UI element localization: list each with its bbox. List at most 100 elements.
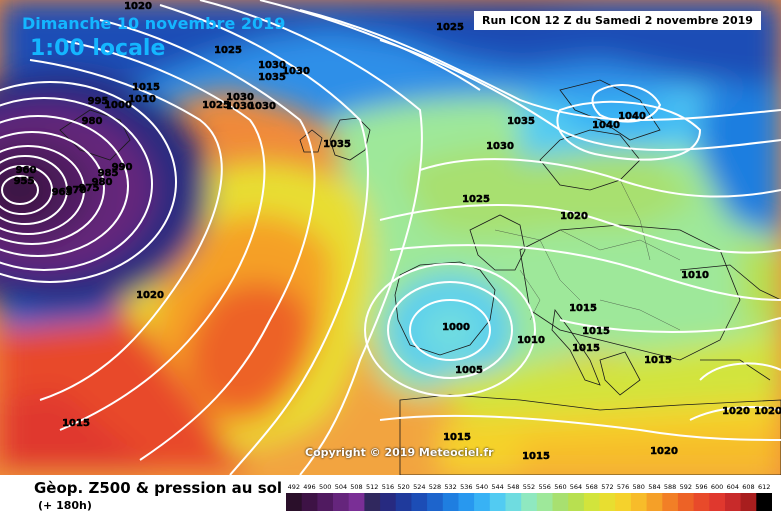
footer-bar: Gèop. Z500 & pression au sol (+ 180h) 49… [0,475,781,517]
scale-value-532: 532 [444,483,456,491]
scale-swatch-604 [725,493,742,511]
scale-value-556: 556 [538,483,550,491]
scale-swatch-520 [395,493,412,511]
scale-value-552: 552 [523,483,535,491]
scale-swatch-584 [646,493,663,511]
scale-value-592: 592 [680,483,692,491]
scale-value-528: 528 [429,483,441,491]
scale-swatch-572 [599,493,616,511]
scale-value-496: 496 [303,483,315,491]
isobar-label-p1020-de: 1020 [560,211,588,222]
isobar-label-p1015-bk: 1015 [582,326,610,337]
forecast-time: 1:00 locale [30,36,166,61]
isobar-label-p1030-d: 1030 [226,101,254,112]
isobar-label-p980b: 980 [92,177,113,188]
isobar-label-p1020-atl: 1020 [136,290,164,301]
forecast-step: (+ 180h) [38,499,92,512]
isobar-label-p1020-top: 1020 [124,1,152,12]
scale-value-548: 548 [507,483,519,491]
scale-swatch-516 [380,493,397,511]
scale-value-544: 544 [491,483,503,491]
isobar-label-p1025-fr: 1025 [462,194,490,205]
isobar-label-p1020-se3: 1020 [650,446,678,457]
scale-swatch-596 [693,493,710,511]
weather-map: 1020102510251030103510301015995100010101… [0,0,781,475]
isobar-label-p985: 985 [98,168,119,179]
scale-swatch-548 [505,493,522,511]
isobar-label-p1015-it: 1015 [569,303,597,314]
scale-value-596: 596 [695,483,707,491]
scale-swatch-568 [583,493,601,511]
isobar-label-p1000-ib: 1000 [442,322,470,333]
run-info: Run ICON 12 Z du Samedi 2 novembre 2019 [474,11,761,30]
isobar-label-p1010-med: 1010 [517,335,545,346]
scale-swatch-556 [536,493,553,511]
isobar-label-p1015-nw: 1015 [132,82,160,93]
isobar-label-p965: 965 [52,187,73,198]
isobar-label-p1020-se1: 1020 [722,406,750,417]
copyright-notice: Copyright © 2019 Meteociel.fr [305,446,494,459]
isobar-label-p1000-nw: 1000 [104,100,132,111]
color-scale: 492 496 500 504 508 512 516 520 524 528 532 536 540 5… [286,483,772,511]
scale-value-604: 604 [727,483,739,491]
z500-field [0,0,781,475]
isobar-label-p1025-top: 1025 [436,22,464,33]
scale-swatch-536 [458,493,475,511]
scale-swatch-532 [442,493,459,511]
pressure-labels: 1020102510251030103510301015995100010101… [13,1,781,463]
scale-swatch-508 [348,493,365,511]
scale-swatch-544 [489,493,506,511]
isobar-label-p1040-a: 1040 [618,111,646,122]
isobar-label-p1030-ne: 1030 [486,141,514,152]
scale-swatch-560 [552,493,569,511]
scale-swatch-540 [474,493,491,511]
isobar-label-p1015-sw: 1015 [62,418,90,429]
scale-value-516: 516 [382,483,394,491]
isobar-label-p990: 990 [112,162,133,173]
scale-swatch-576 [615,493,632,511]
scale-value-572: 572 [601,483,613,491]
isobar-label-p1015-tr: 1015 [644,355,672,366]
isobar-label-p1030-a: 1030 [258,60,286,71]
map-title: Gèop. Z500 & pression au sol [34,479,283,497]
isobar-label-p1010-ru: 1010 [681,270,709,281]
scale-value-540: 540 [476,483,488,491]
isobar-label-p975: 975 [79,183,100,194]
isobars [0,0,781,475]
scale-value-588: 588 [664,483,676,491]
scale-value-568: 568 [585,483,597,491]
isobar-label-p1040-b: 1040 [592,120,620,131]
forecast-date: Dimanche 10 novembre 2019 [22,14,286,33]
scale-value-524: 524 [413,483,425,491]
isobar-label-p970: 970 [66,185,87,196]
scale-swatch-524 [411,493,428,511]
scale-swatch-592 [677,493,695,511]
scale-value-492: 492 [288,483,300,491]
scale-swatch-564 [568,493,585,511]
scale-value-584: 584 [648,483,660,491]
isobar-label-p980: 980 [82,116,103,127]
isobar-label-p1035-uk: 1035 [323,139,351,150]
scale-value-500: 500 [319,483,331,491]
isobar-label-p1035-a: 1035 [258,72,286,83]
isobar-label-p1015-gr: 1015 [572,343,600,354]
isobar-label-p955: 955 [14,176,35,187]
isobar-label-p1015-s: 1015 [522,451,550,462]
scale-swatch-580 [630,493,648,511]
scale-value-564: 564 [570,483,582,491]
scale-value-508: 508 [350,483,362,491]
scale-value-612: 612 [758,483,770,491]
isobar-label-p1030-e: 1030 [248,101,276,112]
scale-value-536: 536 [460,483,472,491]
scale-value-504: 504 [335,483,347,491]
scale-swatch-600 [709,493,726,511]
isobar-label-p1030-c: 1030 [226,92,254,103]
scale-swatch-552 [521,493,538,511]
scale-value-600: 600 [711,483,723,491]
isobar-label-p1015-afr: 1015 [443,432,471,443]
scale-swatch-612 [756,493,772,511]
coastlines [59,79,781,475]
scale-swatch-504 [333,493,350,511]
isobar-label-p960: 960 [16,165,37,176]
